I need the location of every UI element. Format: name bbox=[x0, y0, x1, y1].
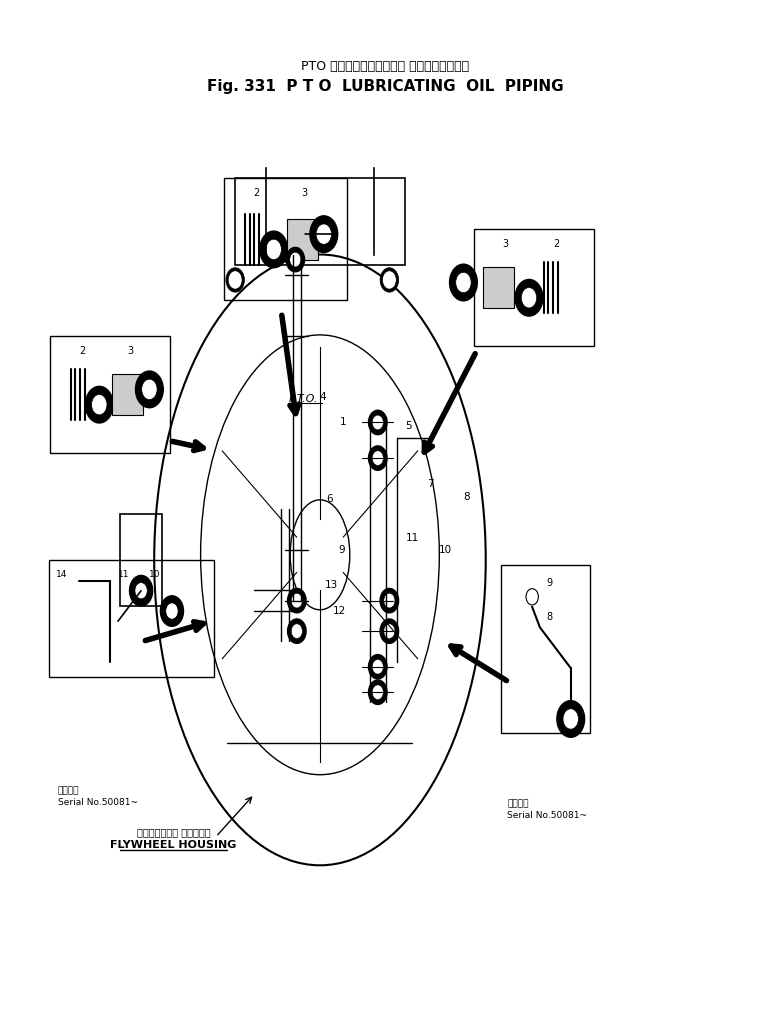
Text: 適用番号: 適用番号 bbox=[58, 787, 79, 795]
Circle shape bbox=[380, 619, 399, 643]
Text: 6: 6 bbox=[327, 494, 333, 504]
Text: フライホイール ハウジング: フライホイール ハウジング bbox=[136, 827, 210, 837]
Text: 11: 11 bbox=[406, 532, 419, 543]
Circle shape bbox=[372, 685, 383, 699]
Circle shape bbox=[288, 588, 306, 613]
Text: 13: 13 bbox=[325, 580, 338, 590]
Text: 3: 3 bbox=[301, 188, 308, 199]
Bar bbox=[501, 565, 590, 733]
Bar bbox=[474, 229, 594, 346]
Text: Serial No.50081~: Serial No.50081~ bbox=[507, 811, 588, 819]
Circle shape bbox=[316, 224, 332, 244]
Circle shape bbox=[228, 271, 242, 289]
Text: 9: 9 bbox=[547, 578, 553, 588]
Circle shape bbox=[380, 588, 399, 613]
Circle shape bbox=[310, 216, 338, 252]
Text: 2: 2 bbox=[553, 239, 559, 249]
Circle shape bbox=[266, 239, 281, 260]
Circle shape bbox=[86, 387, 113, 423]
Bar bbox=[49, 560, 214, 677]
Text: 5: 5 bbox=[406, 420, 412, 431]
Circle shape bbox=[563, 709, 578, 729]
Text: 4: 4 bbox=[319, 392, 325, 402]
Circle shape bbox=[369, 410, 387, 435]
Text: 9: 9 bbox=[338, 545, 345, 555]
Text: 3: 3 bbox=[127, 346, 133, 356]
Circle shape bbox=[449, 265, 477, 301]
Text: 14: 14 bbox=[56, 570, 68, 579]
Circle shape bbox=[166, 603, 178, 619]
Circle shape bbox=[372, 451, 383, 465]
Circle shape bbox=[136, 372, 163, 407]
Text: 適用番号: 適用番号 bbox=[507, 800, 529, 808]
Text: 7: 7 bbox=[427, 478, 433, 489]
Circle shape bbox=[369, 446, 387, 470]
Text: 11: 11 bbox=[118, 570, 130, 579]
FancyBboxPatch shape bbox=[113, 374, 143, 415]
Text: 1: 1 bbox=[340, 417, 346, 428]
Circle shape bbox=[226, 268, 244, 292]
Circle shape bbox=[130, 575, 153, 606]
Circle shape bbox=[135, 582, 147, 599]
Text: 3: 3 bbox=[503, 239, 509, 249]
Text: 10: 10 bbox=[439, 545, 453, 555]
Text: Fig. 331  P T O  LUBRICATING  OIL  PIPING: Fig. 331 P T O LUBRICATING OIL PIPING bbox=[207, 79, 564, 94]
FancyBboxPatch shape bbox=[483, 267, 513, 307]
Text: 8: 8 bbox=[547, 612, 553, 622]
Circle shape bbox=[160, 596, 183, 626]
Circle shape bbox=[290, 252, 301, 267]
Text: 2: 2 bbox=[79, 346, 86, 356]
Text: 8: 8 bbox=[463, 492, 470, 502]
Circle shape bbox=[369, 655, 387, 679]
Text: 12: 12 bbox=[332, 606, 346, 616]
Circle shape bbox=[372, 660, 383, 674]
Circle shape bbox=[557, 700, 584, 737]
Circle shape bbox=[92, 394, 107, 415]
Circle shape bbox=[369, 680, 387, 704]
Text: 10: 10 bbox=[149, 570, 160, 579]
Circle shape bbox=[521, 288, 537, 307]
Circle shape bbox=[291, 624, 302, 638]
Text: FLYWHEEL HOUSING: FLYWHEEL HOUSING bbox=[110, 840, 237, 850]
Circle shape bbox=[260, 231, 288, 268]
Circle shape bbox=[384, 593, 395, 608]
Circle shape bbox=[142, 380, 157, 399]
Circle shape bbox=[382, 271, 396, 289]
Text: Serial No.50081~: Serial No.50081~ bbox=[58, 798, 138, 806]
FancyBboxPatch shape bbox=[287, 219, 318, 260]
Circle shape bbox=[372, 415, 383, 430]
Circle shape bbox=[515, 280, 543, 316]
Text: 2: 2 bbox=[254, 188, 260, 199]
Text: P.T.O.: P.T.O. bbox=[288, 394, 318, 404]
Bar bbox=[224, 178, 347, 300]
Circle shape bbox=[291, 593, 302, 608]
Bar bbox=[50, 336, 170, 453]
Circle shape bbox=[380, 268, 399, 292]
Circle shape bbox=[288, 619, 306, 643]
Text: PTO ルーブリケーティング オイルパイピング: PTO ルーブリケーティング オイルパイピング bbox=[301, 60, 470, 72]
Circle shape bbox=[286, 247, 305, 272]
Circle shape bbox=[384, 624, 395, 638]
Circle shape bbox=[456, 273, 471, 293]
